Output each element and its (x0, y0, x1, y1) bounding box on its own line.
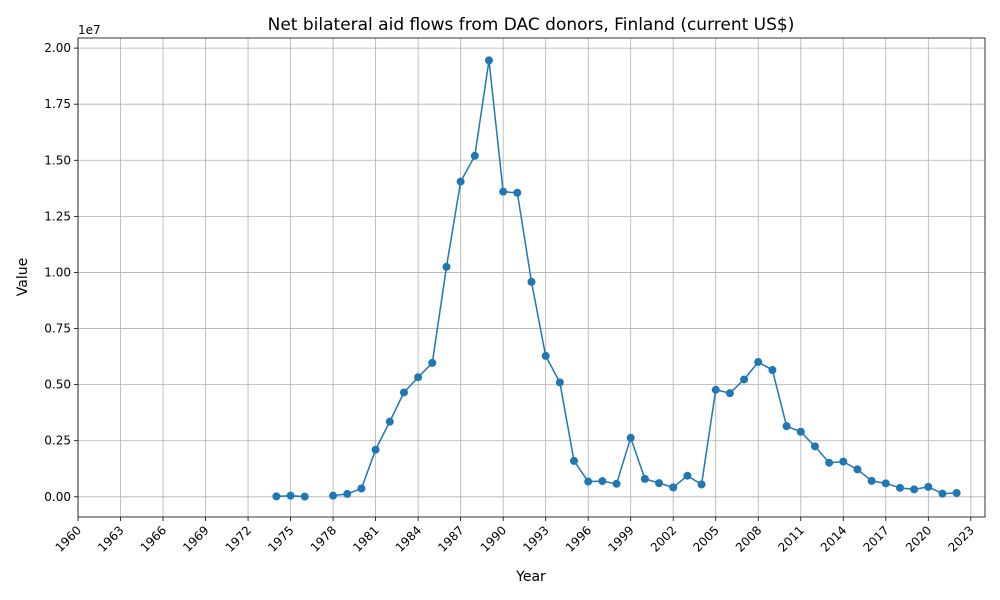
data-point (343, 489, 352, 498)
y-tick-label: 0.75 (44, 322, 71, 336)
data-point (768, 366, 777, 375)
x-tick-label: 1996 (563, 523, 594, 554)
chart-title: Net bilateral aid flows from DAC donors,… (268, 15, 795, 35)
x-tick-label: 1981 (350, 523, 381, 554)
y-axis-offset-label: 1e7 (78, 23, 101, 37)
y-tick-label: 0.25 (44, 434, 71, 448)
data-point (740, 375, 749, 384)
y-tick-label: 0.50 (44, 378, 71, 392)
data-point (399, 388, 408, 397)
x-axis-ticks: 1960 1963 1966 1969 1972 1975 1978 1981 1984 1987… (53, 517, 977, 555)
data-point (385, 417, 394, 426)
data-point (640, 474, 649, 483)
y-axis-ticks: 0.00 0.25 0.50 0.75 1.00 1.25 1.50 1.75 2.00 (44, 41, 78, 504)
x-tick-label: 2014 (818, 523, 849, 554)
x-tick-label: 1972 (223, 523, 254, 554)
y-tick-label: 1.75 (44, 97, 71, 111)
y-tick-label: 2.00 (44, 41, 71, 55)
data-point (513, 188, 522, 197)
y-axis-label: Value (15, 258, 31, 296)
data-point (329, 491, 338, 500)
y-tick-label: 1.50 (44, 153, 71, 167)
x-tick-label: 1978 (308, 523, 339, 554)
x-tick-label: 2005 (690, 523, 721, 554)
data-point (584, 477, 593, 486)
data-point (442, 262, 451, 271)
x-tick-label: 2011 (775, 523, 806, 554)
x-tick-label: 1987 (435, 523, 466, 554)
x-tick-label: 2023 (945, 523, 976, 554)
x-tick-label: 1975 (265, 523, 296, 554)
x-tick-label: 1999 (605, 523, 636, 554)
x-tick-label: 1984 (393, 523, 424, 554)
data-point (456, 177, 465, 186)
data-point (839, 457, 848, 466)
data-point (555, 378, 564, 387)
data-point (782, 422, 791, 431)
data-point (952, 488, 961, 497)
data-point (272, 492, 281, 501)
plot-frame (77, 37, 986, 518)
data-point (286, 491, 295, 500)
data-point (570, 456, 579, 465)
data-point (470, 151, 479, 160)
data-series (272, 56, 961, 501)
data-point (655, 479, 664, 488)
data-point (612, 479, 621, 488)
data-point (371, 445, 380, 454)
data-point (484, 56, 493, 65)
x-tick-label: 2002 (648, 523, 679, 554)
data-point (711, 385, 720, 394)
data-point (910, 485, 919, 494)
x-tick-label: 1993 (520, 523, 551, 554)
data-point (414, 373, 423, 382)
data-point (895, 483, 904, 492)
data-point (853, 465, 862, 474)
data-point (669, 483, 678, 492)
data-point (527, 277, 536, 286)
series-line (332, 60, 957, 497)
data-point (938, 489, 947, 498)
data-point (881, 479, 890, 488)
data-point (725, 389, 734, 398)
data-point (541, 351, 550, 360)
x-tick-label: 2008 (733, 523, 764, 554)
data-point (867, 476, 876, 485)
x-tick-label: 1960 (53, 523, 84, 554)
data-point (924, 482, 933, 491)
data-point (825, 458, 834, 467)
data-point (683, 471, 692, 480)
x-tick-label: 1966 (138, 523, 169, 554)
x-tick-label: 1990 (478, 523, 509, 554)
data-point (499, 187, 508, 196)
x-axis-label: Year (515, 569, 546, 585)
y-tick-label: 0.00 (44, 490, 71, 504)
y-tick-label: 1.25 (44, 209, 71, 223)
data-point (626, 433, 635, 442)
x-tick-label: 1969 (180, 523, 211, 554)
data-point (796, 427, 805, 436)
x-tick-label: 1963 (95, 523, 126, 554)
data-point (598, 477, 607, 486)
data-point (810, 442, 819, 451)
x-tick-label: 2020 (903, 523, 934, 554)
data-point (754, 357, 763, 366)
data-point (697, 480, 706, 489)
data-point (428, 358, 437, 367)
data-point (357, 484, 366, 493)
x-tick-label: 2017 (860, 523, 891, 554)
data-point (300, 492, 309, 501)
y-tick-label: 1.00 (44, 265, 71, 279)
